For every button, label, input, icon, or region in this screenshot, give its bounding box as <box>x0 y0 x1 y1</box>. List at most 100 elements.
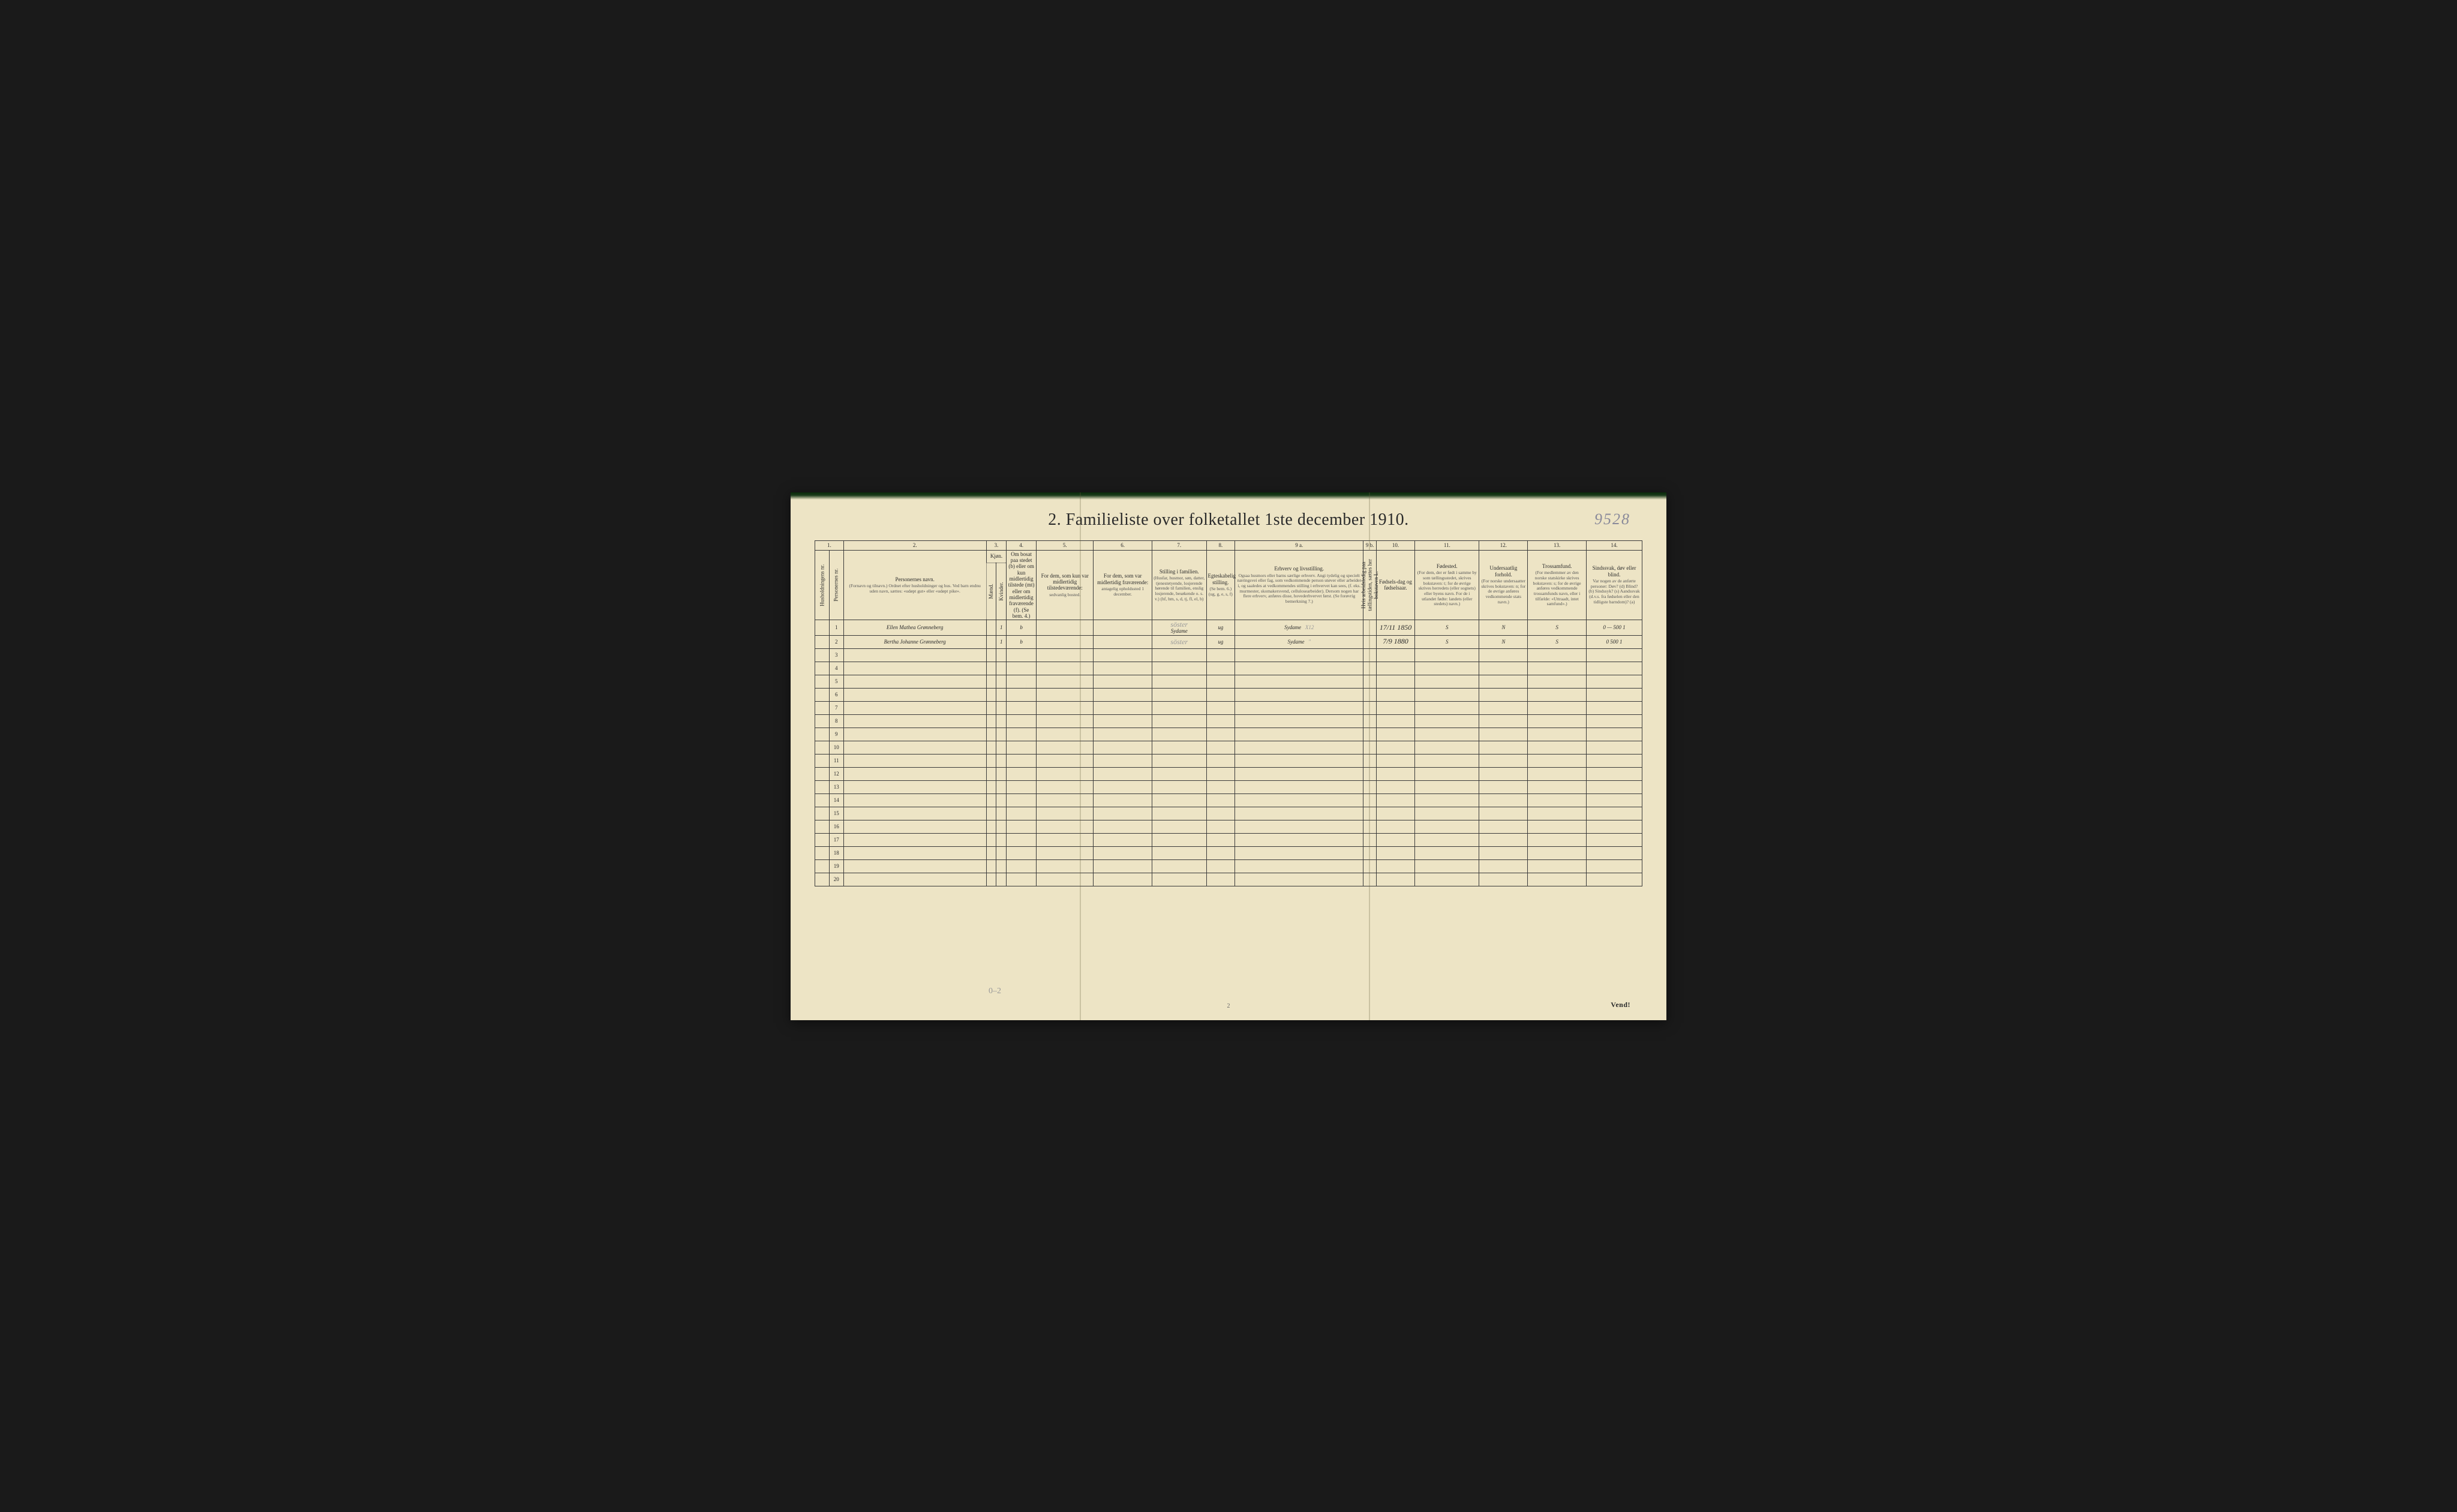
cell-blank <box>843 873 986 886</box>
household-nr <box>815 701 830 714</box>
cell-blank <box>1235 767 1363 780</box>
cell-blank <box>996 741 1007 754</box>
table-row-blank: 12 <box>815 767 1642 780</box>
household-nr <box>815 780 830 793</box>
cell-blank <box>1479 754 1528 767</box>
cell-blank <box>1235 714 1363 728</box>
cell-blank <box>1235 859 1363 873</box>
cell-blank <box>1206 675 1235 688</box>
cell-blank <box>1094 793 1152 807</box>
cell-blank <box>1235 833 1363 846</box>
header-sublabel: (For medlemmer av den norske statskirke … <box>1529 570 1585 606</box>
cell-blank <box>996 807 1007 820</box>
cell-blank <box>843 728 986 741</box>
colnum: 11. <box>1415 540 1479 550</box>
household-nr <box>815 714 830 728</box>
pencil-annotation-bottom: 0–2 <box>989 987 1001 996</box>
cell-tros: S <box>1528 620 1587 635</box>
cell-blank <box>986 846 996 859</box>
cell-blank <box>1479 780 1528 793</box>
cell-blank <box>1376 754 1414 767</box>
person-nr: 14 <box>829 793 843 807</box>
cell-blank <box>1528 807 1587 820</box>
cell-blank <box>1152 873 1207 886</box>
table-row-blank: 11 <box>815 754 1642 767</box>
cell-blank <box>1037 780 1094 793</box>
cell-blank <box>1586 648 1642 662</box>
cell-blank <box>1415 846 1479 859</box>
cell-blank <box>1363 859 1376 873</box>
cell-blank <box>1528 820 1587 833</box>
cell-blank <box>996 714 1007 728</box>
cell-blank <box>986 714 996 728</box>
header-label: Stilling i familien. <box>1160 569 1199 575</box>
cell-blank <box>1479 807 1528 820</box>
cell-blank <box>1094 648 1152 662</box>
cell-blank <box>1479 675 1528 688</box>
cell-blank <box>1037 741 1094 754</box>
cell-blank <box>986 873 996 886</box>
cell-blank <box>1363 648 1376 662</box>
table-row-blank: 4 <box>815 662 1642 675</box>
cell-blank <box>1007 701 1037 714</box>
person-nr: 19 <box>829 859 843 873</box>
header-sublabel: (Husfar, husmor, søn, datter, tjenestety… <box>1154 576 1205 602</box>
cell-blank <box>843 807 986 820</box>
cell-blank <box>1235 728 1363 741</box>
header-stilling: Stilling i familien. (Husfar, husmor, sø… <box>1152 550 1207 620</box>
cell-bosat: b <box>1007 620 1037 635</box>
cell-9b <box>1363 620 1376 635</box>
header-label: Sindssvak, døv eller blind. <box>1593 565 1636 577</box>
cell-blank <box>1007 859 1037 873</box>
cell-blank <box>843 701 986 714</box>
cell-blank <box>1415 728 1479 741</box>
page-number: 2 <box>1227 1003 1230 1009</box>
cell-blank <box>1415 741 1479 754</box>
cell-blank <box>1235 846 1363 859</box>
person-nr: 15 <box>829 807 843 820</box>
header-person-nr: Personernes nr. <box>829 550 843 620</box>
cell-blank <box>1152 754 1207 767</box>
person-nr: 11 <box>829 754 843 767</box>
cell-blank <box>1007 820 1037 833</box>
cell-blank <box>1528 701 1587 714</box>
cell-blank <box>996 859 1007 873</box>
cell-blank <box>1007 780 1037 793</box>
cell-blank <box>1586 675 1642 688</box>
cell-blank <box>1094 701 1152 714</box>
cell-blank <box>1586 846 1642 859</box>
colnum: 3. <box>986 540 1006 550</box>
cell-blank <box>1037 873 1094 886</box>
cell-blank <box>1206 662 1235 675</box>
household-nr <box>815 767 830 780</box>
cell-blank <box>1586 701 1642 714</box>
header-label: For dem, som var midlertidig fraværende: <box>1097 573 1148 585</box>
cell-9b <box>1363 635 1376 648</box>
cell-fodested: S <box>1415 635 1479 648</box>
header-label: Personernes navn. <box>895 576 934 582</box>
cell-blank <box>1415 648 1479 662</box>
cell-blank <box>1376 741 1414 754</box>
cell-name: Ellen Mathea Grønneberg <box>843 620 986 635</box>
table-row-blank: 8 <box>815 714 1642 728</box>
table-row-blank: 16 <box>815 820 1642 833</box>
cell-blank <box>1007 662 1037 675</box>
cell-blank <box>1152 675 1207 688</box>
cell-blank <box>1206 820 1235 833</box>
colnum: 4. <box>1007 540 1037 550</box>
cell-blank <box>1235 820 1363 833</box>
cell-blank <box>1007 648 1037 662</box>
cell-kvinder: 1 <box>996 635 1007 648</box>
cell-blank <box>1206 846 1235 859</box>
cell-blank <box>1235 701 1363 714</box>
annotation-topright: 9528 <box>1594 510 1630 528</box>
table-row: 1Ellen Mathea Grønneberg1bsösterSydameug… <box>815 620 1642 635</box>
cell-blank <box>1007 688 1037 701</box>
cell-undersaat: N <box>1479 620 1528 635</box>
household-nr <box>815 675 830 688</box>
cell-blank <box>843 820 986 833</box>
cell-blank <box>1376 662 1414 675</box>
table-row: 2Bertha Johanne Grønneberg1bsösterugSyda… <box>815 635 1642 648</box>
table-row-blank: 6 <box>815 688 1642 701</box>
cell-blank <box>1479 859 1528 873</box>
